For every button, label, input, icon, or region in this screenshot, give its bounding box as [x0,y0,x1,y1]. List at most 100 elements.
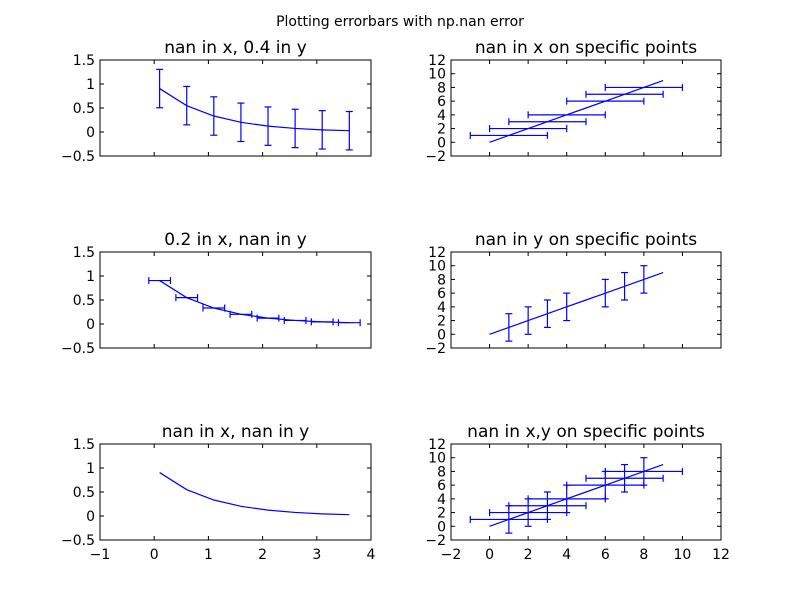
y-tick-label: 8 [437,272,446,288]
y-tick-label: −0.5 [61,533,95,549]
tick-marks [99,59,372,157]
data-area [469,80,684,143]
x-error-bar [604,467,684,475]
y-tick-label: −0.5 [61,341,95,357]
axes-frame [450,59,722,157]
x-error-bar [310,318,334,326]
chart-title: nan in y on specific points [475,230,697,250]
series-line [489,272,664,335]
chart-panel-5: nan in x, nan in y −1 0 1 2 3 4 −0.5 0 0.5 1 1.5 [61,422,376,563]
x-error-bar [585,474,664,482]
chart-title: nan in x, 0.4 in y [164,38,307,58]
y-tick-label: 0.5 [73,101,95,117]
y-error-bar [640,265,648,294]
y-tick-label: 10 [428,259,446,275]
y-tick-label: 1.5 [73,245,95,261]
y-error-bar [345,110,353,151]
x-error-bar [337,319,361,327]
x-error-bar [527,111,606,119]
y-tick-label: 0.5 [73,485,95,501]
figure-title: Plotting errorbars with np.nan error [276,14,524,30]
chart-title: nan in x, nan in y [162,422,309,442]
y-tick-label: 0 [86,509,95,525]
x-error-bar [283,316,307,324]
x-error-bar [488,125,568,133]
y-error-bar [237,102,245,143]
x-tick-label: 3 [312,547,321,563]
series-line [159,88,350,132]
x-tick-label: 8 [639,547,648,563]
y-tick-label: 10 [428,67,446,83]
x-tick-label: 4 [562,547,571,563]
axes-frame [99,59,372,157]
x-tick-label: −2 [441,547,462,563]
y-tick-label: 0 [437,135,446,151]
axes-frame [450,251,722,349]
y-tick-label: −2 [425,533,446,549]
data-area [148,277,361,327]
y-error-bar [291,108,299,149]
y-tick-label: 0 [437,519,446,535]
x-tick-label: 0 [150,547,159,563]
y-error-bar [183,85,191,126]
y-tick-label: 10 [428,451,446,467]
series-line [159,472,350,516]
series-line [489,80,664,143]
y-tick-label: 4 [437,108,446,124]
y-tick-label: −0.5 [61,149,95,165]
x-error-bar [256,314,280,322]
axes-frame [99,443,372,541]
x-tick-label: 4 [367,547,376,563]
y-error-bar [156,68,164,109]
y-tick-label: 0 [86,317,95,333]
y-tick-label: 6 [437,94,446,110]
x-error-bar [604,83,684,91]
series-line [489,464,664,527]
chart-panel-1: nan in x, 0.4 in y −0.5 0 0.5 1 1.5 [61,38,372,165]
y-tick-label: 12 [428,245,446,261]
x-tick-label: 2 [258,547,267,563]
x-error-bar [202,304,226,312]
y-tick-label: 2 [437,122,446,138]
y-tick-label: 4 [437,300,446,316]
y-tick-label: 1 [86,269,95,285]
y-tick-label: 4 [437,492,446,508]
x-tick-label: 1 [204,547,213,563]
chart-panel-3: 0.2 in x, nan in y −0.5 0 0.5 1 1.5 [61,230,372,357]
x-error-bar [229,310,253,318]
y-tick-label: 2 [437,314,446,330]
chart-panel-6: nan in x,y on specific points−2 0 2 4 6 8 10 12… [425,422,730,563]
x-tick-label: 10 [674,547,692,563]
y-tick-label: 0 [437,327,446,343]
y-tick-label: 0.5 [73,293,95,309]
x-error-bar [585,90,664,98]
y-tick-label: 1.5 [73,437,95,453]
x-error-bar [508,118,587,126]
y-error-bar [524,306,532,335]
data-area [469,457,684,534]
y-error-bar [210,96,218,136]
y-error-bar [543,299,551,329]
x-error-bar [469,131,549,139]
x-tick-label: 6 [601,547,610,563]
x-tick-label: 2 [524,547,533,563]
chart-title: 0.2 in x, nan in y [164,230,307,250]
y-error-bar [505,313,513,342]
y-tick-label: 0 [86,125,95,141]
series-line [159,280,350,324]
data-area [159,472,350,516]
y-error-bar [563,292,571,322]
y-tick-label: 6 [437,286,446,302]
y-tick-label: 1 [86,77,95,93]
x-tick-label: 0 [485,547,494,563]
tick-marks [99,443,372,541]
y-tick-label: 2 [437,506,446,522]
axes-frame [450,443,722,541]
x-error-bar [508,502,587,510]
y-tick-label: −2 [425,149,446,165]
y-tick-label: 12 [428,53,446,69]
y-tick-label: 6 [437,478,446,494]
